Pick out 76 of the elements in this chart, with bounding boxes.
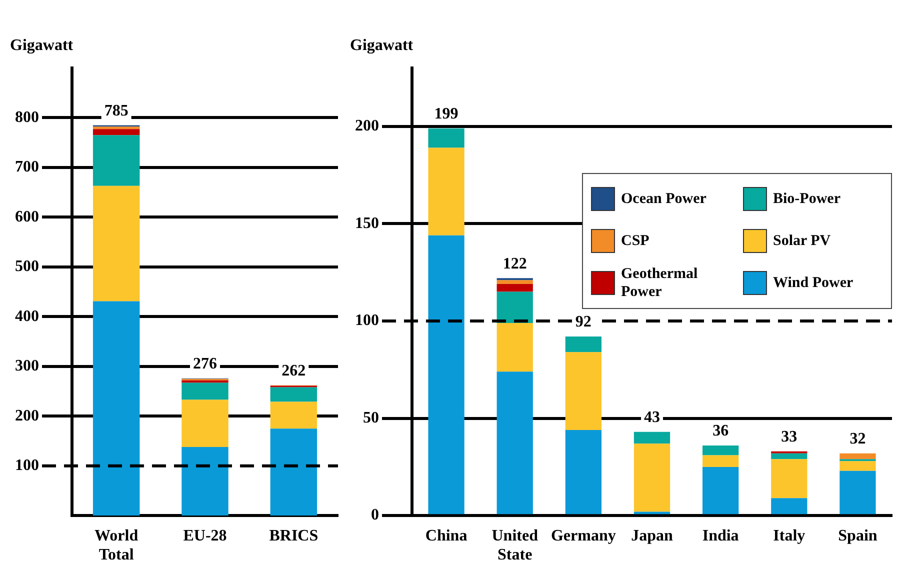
bar	[840, 461, 876, 471]
y-tick-label: 50	[363, 409, 379, 426]
bar	[496, 372, 533, 514]
bar	[634, 432, 670, 444]
total-label: 43	[644, 409, 660, 426]
bar	[182, 380, 228, 383]
legend-label: Geothermal Power	[621, 265, 699, 301]
bar	[702, 466, 739, 514]
bar	[702, 446, 739, 456]
y-tick-label: 100	[355, 312, 379, 330]
legend-label: Solar PV	[773, 232, 831, 250]
bar	[182, 446, 228, 516]
legend-label: Bio-Power	[773, 190, 840, 208]
x-tick-label: EU-28	[183, 527, 227, 544]
bar	[496, 292, 533, 323]
x-tick-label: China	[425, 527, 468, 544]
bar	[496, 322, 533, 372]
bar	[92, 126, 140, 130]
legend-label: Ocean Power	[621, 190, 706, 208]
bar	[428, 235, 464, 514]
bar	[92, 301, 140, 516]
legend-label: CSP	[621, 232, 650, 250]
bar	[182, 382, 228, 400]
bar	[270, 387, 318, 402]
y-axis-title: Gigawatt	[10, 37, 74, 54]
total-label: 32	[850, 430, 866, 448]
bar	[565, 430, 602, 514]
bar	[634, 512, 670, 514]
bar	[565, 336, 602, 352]
y-tick-label: 500	[15, 258, 39, 276]
total-label: 33	[781, 428, 798, 446]
x-tick-label: BRICS	[269, 527, 318, 544]
total-label: 199	[434, 105, 458, 122]
y-tick-label: 100	[15, 457, 39, 474]
bar	[496, 280, 533, 284]
y-tick-label: 600	[15, 208, 39, 226]
bar	[182, 400, 228, 447]
bar	[270, 428, 318, 516]
x-tick-label: India	[702, 527, 739, 544]
bar	[840, 453, 876, 460]
bar	[92, 186, 140, 302]
x-tick-label: Italy	[773, 527, 806, 544]
y-tick-label: 150	[355, 214, 379, 232]
bar	[840, 470, 876, 514]
x-tick-label: Japan	[631, 527, 673, 544]
x-tick-label: United State	[492, 527, 538, 564]
y-tick-label: 300	[15, 358, 39, 375]
bar	[92, 129, 140, 136]
bar	[771, 498, 808, 514]
y-tick-label: 200	[355, 118, 379, 135]
legend-label: Wind Power	[773, 274, 854, 292]
total-label: 36	[712, 422, 729, 440]
x-tick-label: Spain	[838, 527, 878, 544]
bar	[270, 402, 318, 429]
total-label: 276	[193, 355, 217, 372]
y-tick-label: 400	[15, 308, 39, 325]
y-axis-title: Gigawatt	[350, 37, 414, 54]
total-label: 122	[502, 255, 527, 272]
total-label: 262	[282, 362, 306, 380]
total-label: 785	[104, 102, 128, 120]
bar	[428, 128, 464, 148]
bar	[771, 453, 808, 460]
bar	[428, 148, 464, 236]
y-tick-label: 800	[15, 108, 39, 126]
x-tick-label: World Total	[94, 527, 138, 564]
bar	[702, 455, 739, 467]
y-tick-label: 0	[371, 506, 379, 524]
total-label: 92	[575, 314, 592, 331]
x-tick-label: Germany	[550, 527, 616, 544]
bar	[771, 459, 808, 498]
bar	[92, 135, 140, 186]
bar	[496, 284, 533, 292]
y-tick-label: 200	[15, 407, 39, 424]
bar	[634, 444, 670, 512]
y-tick-label: 700	[15, 158, 39, 176]
bar	[565, 352, 602, 430]
